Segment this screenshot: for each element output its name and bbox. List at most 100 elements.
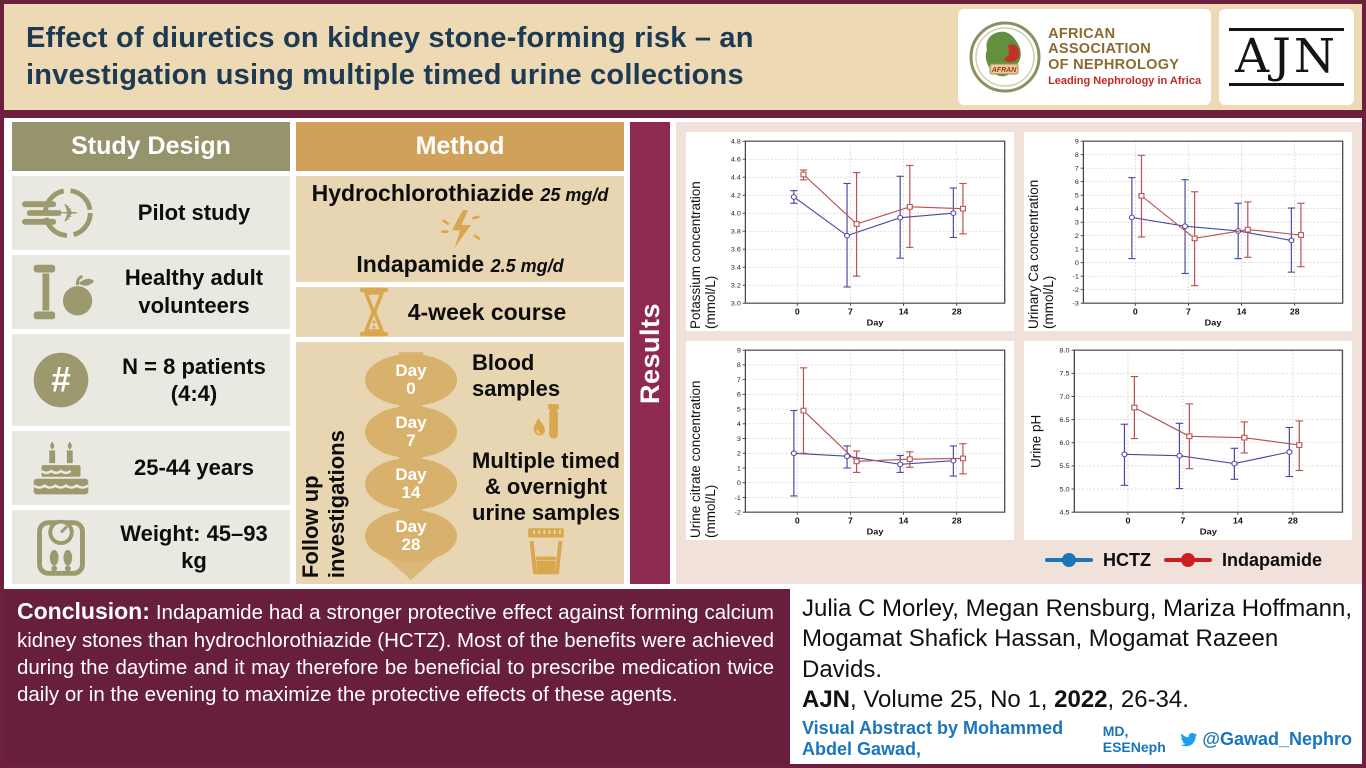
conclusion-text: Indapamide had a stronger protective eff… (17, 601, 774, 707)
visual-abstract-degrees: MD, ESENeph (1102, 723, 1166, 755)
svg-text:3.0: 3.0 (731, 301, 741, 308)
svg-text:Day: Day (867, 527, 884, 537)
afran-org-line3: OF NEPHROLOGY (1048, 56, 1180, 73)
main-content: Study Design ✈ Pilot study (4, 118, 1362, 590)
header-divider (4, 110, 1362, 118)
drug1-dose: 25 mg/d (540, 185, 609, 205)
svg-text:-1: -1 (734, 495, 740, 502)
svg-text:4.8: 4.8 (731, 139, 741, 146)
svg-text:0: 0 (795, 516, 800, 526)
svg-text:28: 28 (952, 307, 962, 317)
urine-samples-label-3: urine samples (472, 500, 620, 526)
logos: AFRAN AFRICAN ASSOCIATION OF NEPHROLOGY … (958, 9, 1354, 105)
lightning-icon (441, 210, 481, 248)
svg-text:5: 5 (1075, 193, 1079, 200)
afran-text: AFRICAN ASSOCIATION OF NEPHROLOGY Leadin… (1048, 25, 1201, 88)
svg-text:5.0: 5.0 (1059, 487, 1069, 494)
page-title-line1: Effect of diuretics on kidney stone-form… (26, 21, 754, 54)
twitter-handle[interactable]: @Gawad_Nephro (1202, 728, 1353, 749)
legend-swatch-indapamide (1163, 553, 1212, 568)
chart-panel-ph: Urine pH 4.5 5.0 5.5 6.0 6.5 7.0 7.5 8.0 0 7 14 28 D… (1024, 341, 1352, 541)
svg-text:-2: -2 (734, 510, 740, 517)
svg-text:2: 2 (737, 451, 741, 458)
results-band: Results (630, 122, 670, 585)
birthday-cake-icon (22, 437, 100, 499)
svg-text:3.6: 3.6 (731, 247, 741, 254)
day-value: 14 (401, 483, 421, 503)
header: Effect of diuretics on kidney stone-form… (4, 4, 1362, 110)
citation-pages: , 26-34. (1107, 685, 1189, 713)
svg-text:Day: Day (867, 318, 884, 328)
svg-text:28: 28 (1288, 516, 1298, 526)
blood-samples-label: Blood samples (472, 350, 561, 401)
twitter-icon (1180, 732, 1198, 747)
svg-text:6.5: 6.5 (1059, 417, 1069, 424)
svg-text:1: 1 (737, 465, 741, 472)
svg-text:3: 3 (737, 436, 741, 443)
svg-text:Day: Day (1200, 527, 1217, 537)
visual-abstract-credit: Visual Abstract by Mohammed Abdel Gawad, (802, 718, 1064, 759)
svg-text:6: 6 (737, 392, 741, 399)
afran-logo: AFRAN AFRICAN ASSOCIATION OF NEPHROLOGY … (958, 9, 1212, 105)
svg-text:5: 5 (737, 407, 741, 414)
legend-label: HCTZ (1103, 549, 1151, 570)
svg-text:Day: Day (1205, 318, 1222, 328)
svg-text:8.0: 8.0 (1059, 348, 1069, 355)
svg-text:-3: -3 (1072, 301, 1078, 308)
svg-text:14: 14 (1237, 307, 1247, 317)
afran-org-line1: AFRICAN (1048, 25, 1116, 42)
day-oval-14: Day 14 (365, 458, 457, 511)
svg-text:4.5: 4.5 (1059, 510, 1069, 517)
method-header: Method (296, 122, 624, 171)
urine-cup-icon (528, 528, 564, 575)
svg-text:3.8: 3.8 (731, 229, 741, 236)
dumbbell-apple-icon (22, 261, 100, 323)
svg-text:1: 1 (1075, 247, 1079, 254)
study-item-label: Weight: 45–93 kg (120, 520, 268, 574)
svg-text:3: 3 (1075, 220, 1079, 227)
followup-item: Follow up investigations Day 0 Day 7 Day… (296, 342, 624, 585)
svg-text:5.5: 5.5 (1059, 463, 1069, 470)
chart-panel-urinary-ca: Urinary Ca concentration (mmol/L) -3 -2 -1… (1024, 132, 1352, 332)
svg-text:7: 7 (848, 307, 853, 317)
study-item-label: Healthy adult volunteers (124, 265, 264, 318)
study-item-weight: Weight: 45–93 kg (12, 510, 290, 585)
day-oval-7: Day 7 (365, 406, 457, 459)
page-title-line2: investigation using multiple timed urine… (26, 59, 744, 91)
day-label: Day (395, 465, 427, 485)
svg-text:4.0: 4.0 (731, 211, 741, 218)
chart-legend: HCTZ Indapamide (1019, 542, 1362, 584)
svg-text:7.5: 7.5 (1059, 371, 1069, 378)
svg-text:7: 7 (848, 516, 853, 526)
day-oval-28: Day 28 (365, 510, 457, 563)
svg-text:-2: -2 (1072, 287, 1078, 294)
chart-ylabel: Urine citrate concentration (mmol/L) (688, 380, 718, 539)
credits-box: Julia C Morley, Megan Rensburg, Mariza H… (790, 589, 1362, 764)
conclusion-box: Conclusion: Indapamide had a stronger pr… (4, 589, 790, 764)
citation-journal: AJN (802, 685, 851, 713)
legend-swatch-hctz (1045, 553, 1093, 568)
chart-ylabel: Potassium concentration (mmol/L) (688, 181, 718, 330)
chart-ylabel: Urine pH (1028, 414, 1044, 469)
chart-panel-citrate: Urine citrate concentration (mmol/L) -2 -… (686, 341, 1014, 541)
svg-text:0: 0 (1125, 516, 1130, 526)
citation-mid: , Volume 25, No 1, (850, 685, 1055, 713)
svg-text:#: # (51, 361, 71, 400)
study-item-pilot: ✈ Pilot study (12, 176, 290, 250)
pilot-plane-icon: ✈ (22, 182, 100, 244)
number-hash-icon: # (22, 347, 100, 413)
visual-abstract-line: Visual Abstract by Mohammed Abdel Gawad,… (802, 718, 1352, 760)
svg-text:0: 0 (737, 480, 741, 487)
day-label: Day (395, 413, 427, 433)
svg-text:4.6: 4.6 (731, 157, 741, 164)
svg-text:4.2: 4.2 (731, 193, 741, 200)
course-item: 4-week course (296, 287, 624, 337)
svg-text:✈: ✈ (57, 198, 78, 228)
day-label: Day (395, 361, 427, 381)
svg-text:7: 7 (1075, 166, 1079, 173)
svg-text:9: 9 (1075, 139, 1079, 146)
svg-text:AFRAN: AFRAN (991, 67, 1017, 74)
svg-text:7: 7 (1186, 307, 1191, 317)
svg-text:4: 4 (1075, 206, 1079, 213)
day-label: Day (395, 517, 427, 537)
